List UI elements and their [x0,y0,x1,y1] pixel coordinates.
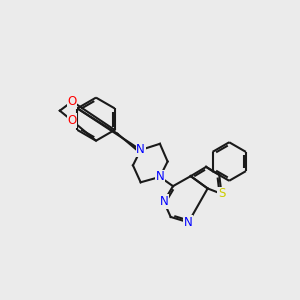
Text: O: O [68,114,77,127]
Text: S: S [218,187,225,200]
Text: N: N [184,216,193,229]
Text: O: O [68,95,77,108]
Text: N: N [136,143,145,157]
Text: N: N [159,195,168,208]
Text: N: N [155,170,164,183]
